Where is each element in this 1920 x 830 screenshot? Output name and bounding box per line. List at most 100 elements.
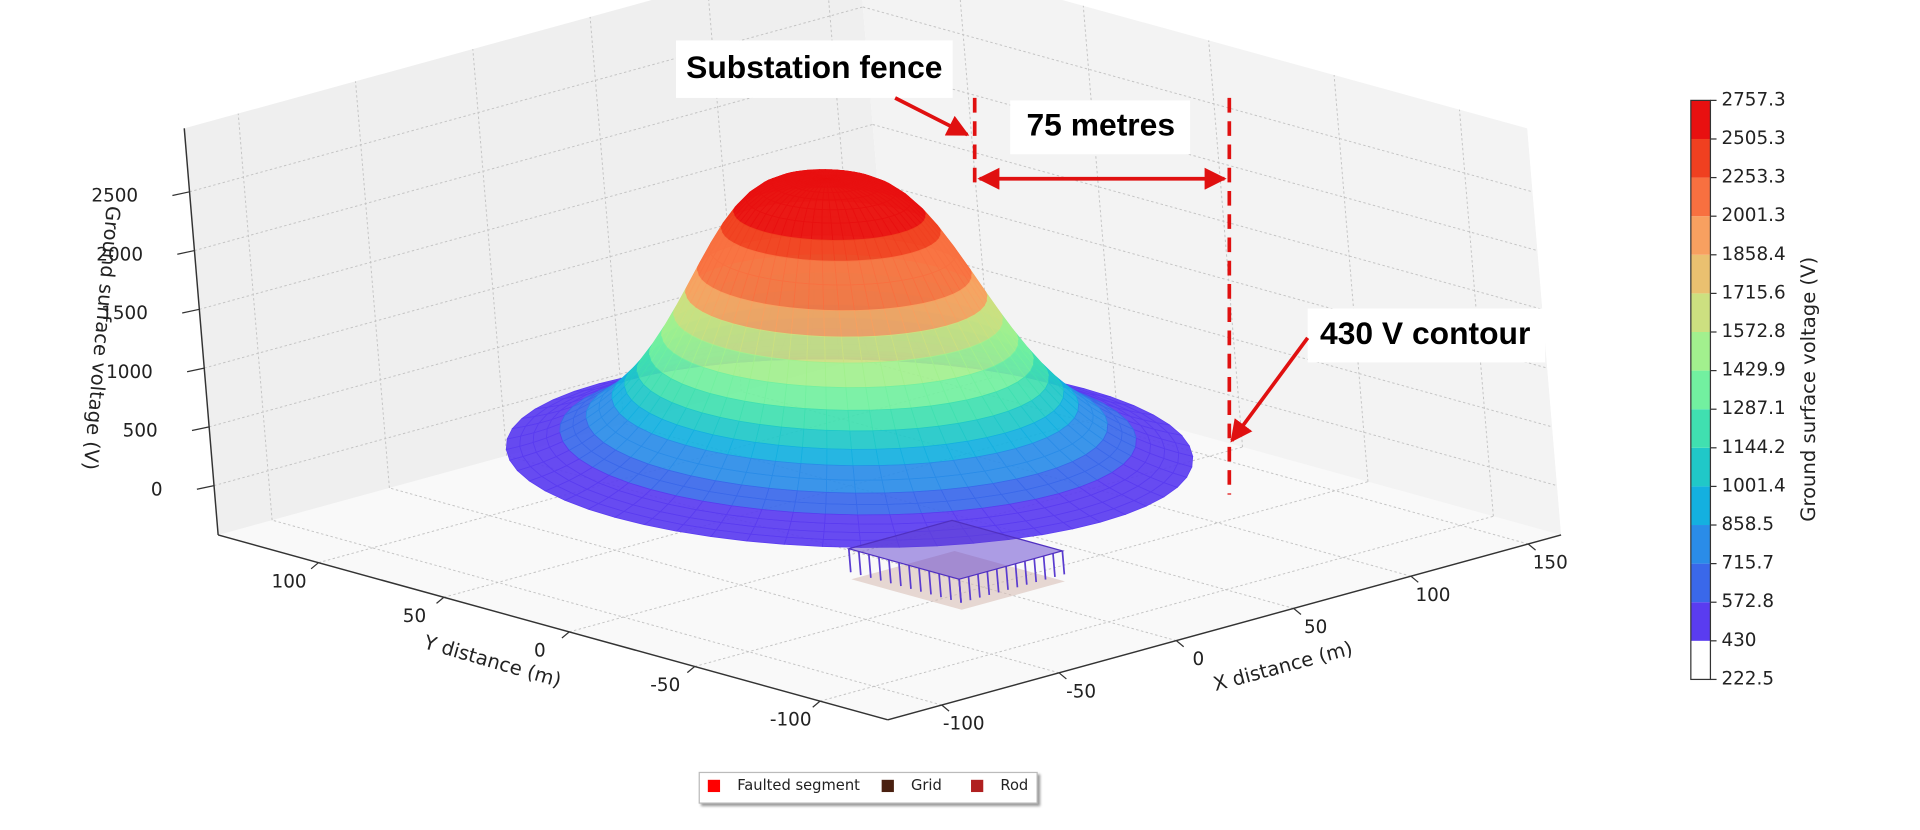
x-tick-label: 50 — [1304, 617, 1327, 638]
grid-line — [209, 241, 883, 428]
grid-line — [194, 65, 868, 252]
surface-facet — [771, 460, 802, 479]
legend-swatch — [707, 779, 721, 793]
colorbar-band — [1690, 177, 1711, 217]
grid-base — [851, 550, 1065, 610]
x-tick-label: 100 — [1415, 585, 1450, 606]
colorbar-tick-label: 2001.3 — [1721, 205, 1785, 226]
surface-facet — [812, 208, 823, 224]
colorbar-tick-label: 1001.4 — [1721, 475, 1785, 496]
z-tick-label: 2000 — [96, 244, 143, 265]
z-tick — [172, 191, 190, 197]
y-tick — [561, 631, 570, 639]
legend-label: Rod — [1000, 777, 1028, 794]
grid-line — [819, 515, 1494, 702]
grid-rod — [888, 559, 892, 584]
surface-facet — [845, 387, 870, 411]
colorbar-tick-label: 2757.3 — [1721, 89, 1785, 110]
surface-facet — [858, 523, 896, 533]
back-pane — [184, 0, 892, 535]
surface-facet — [796, 477, 828, 493]
surface-facet — [884, 491, 919, 505]
x-tick-label: -100 — [943, 714, 985, 735]
x-tick-label: 150 — [1533, 553, 1568, 574]
colorbar-band — [1690, 216, 1711, 255]
colorbar-band — [1690, 254, 1711, 294]
surface-facet — [788, 333, 809, 362]
surface-facet — [798, 463, 828, 480]
surface-facet — [908, 476, 942, 493]
surface-facet — [826, 448, 854, 467]
annotation: Substation fence — [686, 49, 942, 85]
grid-rod — [1052, 553, 1056, 578]
x-tick — [1058, 672, 1067, 680]
surface-facet — [823, 309, 842, 338]
surface-facet — [795, 258, 811, 285]
grid-rod — [995, 568, 1000, 593]
grid-line — [882, 241, 1553, 428]
y-axis — [217, 534, 888, 721]
surface-facet — [810, 222, 823, 241]
grid-rod — [938, 573, 942, 598]
grid-rod — [1023, 561, 1028, 585]
grid-line — [1208, 40, 1244, 448]
colorbar-label: Ground surface voltage (V) — [1797, 257, 1820, 522]
y-tick — [686, 666, 696, 674]
colorbar-band — [1690, 563, 1711, 603]
legend-label: Grid — [911, 777, 942, 794]
surface-facet — [822, 284, 840, 312]
surface-facet — [869, 409, 896, 432]
surface-facet — [826, 429, 852, 450]
surface-facet — [872, 429, 901, 450]
surface-facet — [853, 479, 886, 494]
x-tick-label: -50 — [1066, 681, 1096, 702]
surface-facet — [825, 491, 858, 505]
colorbar-tick-label: 1572.8 — [1721, 321, 1785, 342]
grid-rod — [898, 562, 902, 587]
surface-facet — [808, 259, 824, 285]
grid-line — [189, 6, 863, 193]
y-tick-label: -100 — [770, 710, 812, 731]
surface-facet — [797, 238, 812, 261]
x-tick — [1175, 640, 1185, 648]
colorbar-band — [1690, 409, 1711, 448]
surface-facet — [783, 383, 807, 409]
y-tick — [310, 562, 319, 570]
grid-rod — [986, 571, 991, 596]
substation-grid — [846, 519, 1066, 610]
y-tick — [436, 596, 445, 604]
z-tick-label: 2500 — [91, 186, 138, 207]
colorbar-band — [1690, 293, 1711, 332]
grid-line — [389, 487, 1060, 674]
surface-facet — [825, 479, 856, 494]
surface-facet — [763, 381, 788, 408]
grid-line — [213, 300, 888, 487]
z-tick — [186, 367, 205, 373]
legend: Faulted segment Grid Rod — [698, 771, 1038, 804]
annotation: 430 V contour — [1320, 315, 1530, 351]
annotation-box — [1307, 308, 1546, 363]
colorbar-tick-label: 715.7 — [1721, 553, 1774, 574]
grid-rod — [857, 551, 862, 576]
surface-facet — [800, 446, 828, 466]
surface-facet — [841, 336, 863, 364]
surface-facet — [878, 464, 910, 481]
surface-facet — [802, 428, 828, 450]
grid-rod — [847, 548, 852, 573]
surface-facet — [826, 464, 855, 481]
x-axis — [887, 534, 1562, 721]
surface-facet — [824, 513, 859, 525]
grid-rod — [868, 554, 872, 578]
surface-facet — [881, 478, 914, 494]
colorbar-band — [1690, 370, 1711, 410]
y-tick-label: 50 — [403, 606, 426, 627]
grid-line — [828, 0, 860, 360]
colorbar-band — [1690, 100, 1711, 139]
fence-arrow — [894, 96, 970, 137]
surface-facet — [823, 522, 860, 533]
surface-facet — [825, 386, 849, 411]
surface-facet — [774, 305, 794, 335]
surface-facet — [803, 408, 828, 431]
surface-facet — [759, 403, 785, 428]
